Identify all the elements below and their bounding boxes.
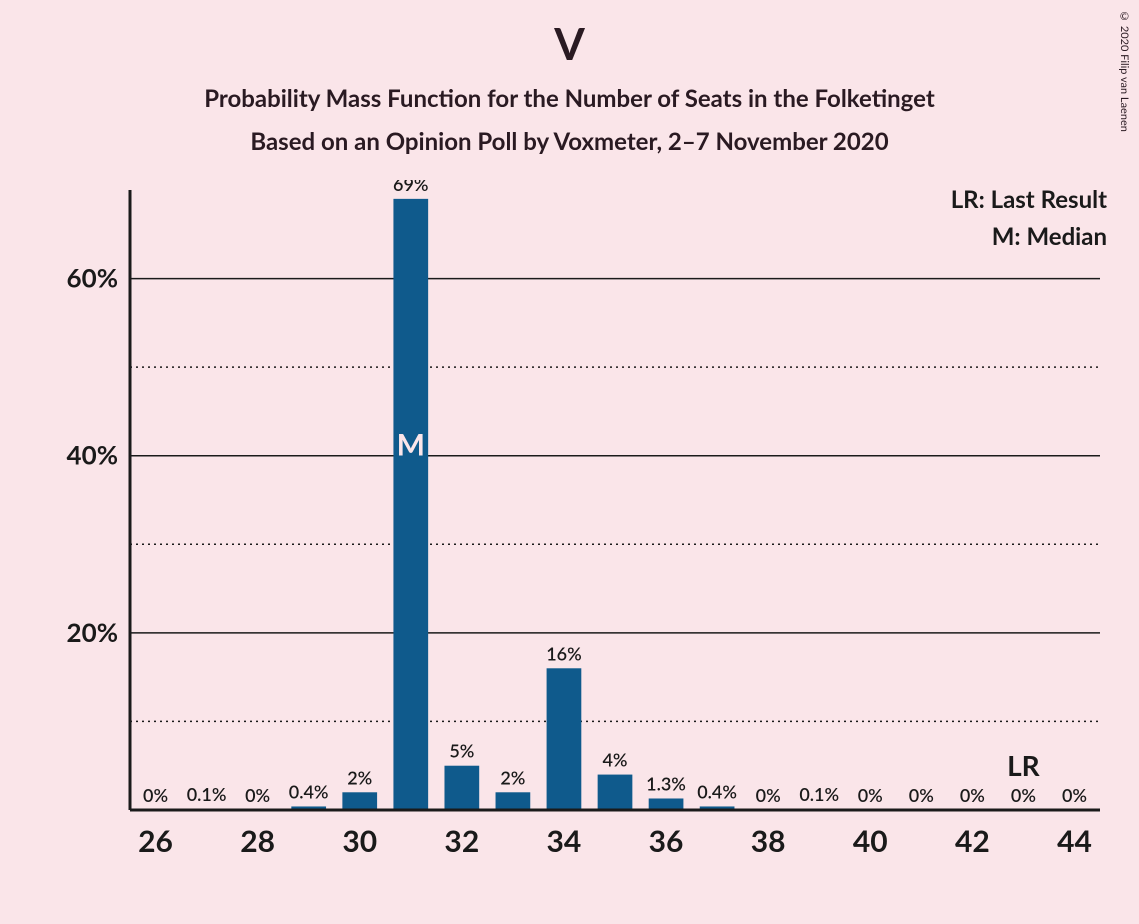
bar-value-label: 1.3% <box>646 772 686 794</box>
bar-value-label: 2% <box>347 766 372 788</box>
x-tick-label: 42 <box>955 823 990 859</box>
bar-value-label: 0% <box>858 784 883 806</box>
bar-value-label: 2% <box>500 766 525 788</box>
median-marker: M <box>397 427 425 463</box>
bar-value-label: 0% <box>909 784 934 806</box>
y-tick-label: 20% <box>67 616 118 648</box>
bar-value-label: 5% <box>449 740 474 762</box>
chart-area: 20% 40% 60% 0% 0.1% 0% 0.4% 2% 69% M 5% 2% 16% 4% 1.3%… <box>50 180 1110 870</box>
bar-value-label: 16% <box>546 642 581 664</box>
chart-title: V <box>0 18 1139 70</box>
copyright-text: © 2020 Filip van Laenen <box>1118 10 1131 132</box>
bar <box>393 199 428 810</box>
bar-value-label: 0.4% <box>697 780 737 802</box>
x-tick-label: 34 <box>547 823 582 859</box>
bar-value-label: 0% <box>143 784 168 806</box>
bar <box>444 766 479 810</box>
bar-value-label: 0% <box>1062 784 1087 806</box>
x-tick-label: 36 <box>649 823 684 859</box>
bar-value-label: 0% <box>756 784 781 806</box>
chart-svg: 20% 40% 60% 0% 0.1% 0% 0.4% 2% 69% M 5% 2% 16% 4% 1.3%… <box>50 180 1110 870</box>
x-tick-label: 32 <box>444 823 479 859</box>
x-tick-label: 28 <box>240 823 275 859</box>
bar-value-label: 0% <box>960 784 985 806</box>
bar-value-label: 69% <box>393 180 428 195</box>
bar-value-label: 0% <box>245 784 270 806</box>
bar-value-label: 0.1% <box>187 783 227 805</box>
bar <box>547 668 582 810</box>
bar-value-label: 4% <box>602 749 627 771</box>
bar <box>342 792 377 810</box>
bar <box>598 775 633 810</box>
bar <box>496 792 531 810</box>
chart-subtitle-2: Based on an Opinion Poll by Voxmeter, 2–… <box>0 127 1139 156</box>
title-block: V Probability Mass Function for the Numb… <box>0 0 1139 156</box>
bar-value-label: 0% <box>1011 784 1036 806</box>
x-tick-label: 40 <box>853 823 888 859</box>
y-tick-label: 40% <box>67 439 118 471</box>
chart-subtitle-1: Probability Mass Function for the Number… <box>0 84 1139 113</box>
bar-value-label: 0.1% <box>799 783 839 805</box>
y-tick-label: 60% <box>67 262 118 294</box>
x-tick-label: 44 <box>1057 823 1092 859</box>
bar <box>649 798 684 810</box>
x-tick-label: 30 <box>342 823 377 859</box>
last-result-marker: LR <box>1007 748 1041 782</box>
x-tick-label: 26 <box>138 823 173 859</box>
bar-value-label: 0.4% <box>289 780 329 802</box>
x-tick-label: 38 <box>751 823 786 859</box>
